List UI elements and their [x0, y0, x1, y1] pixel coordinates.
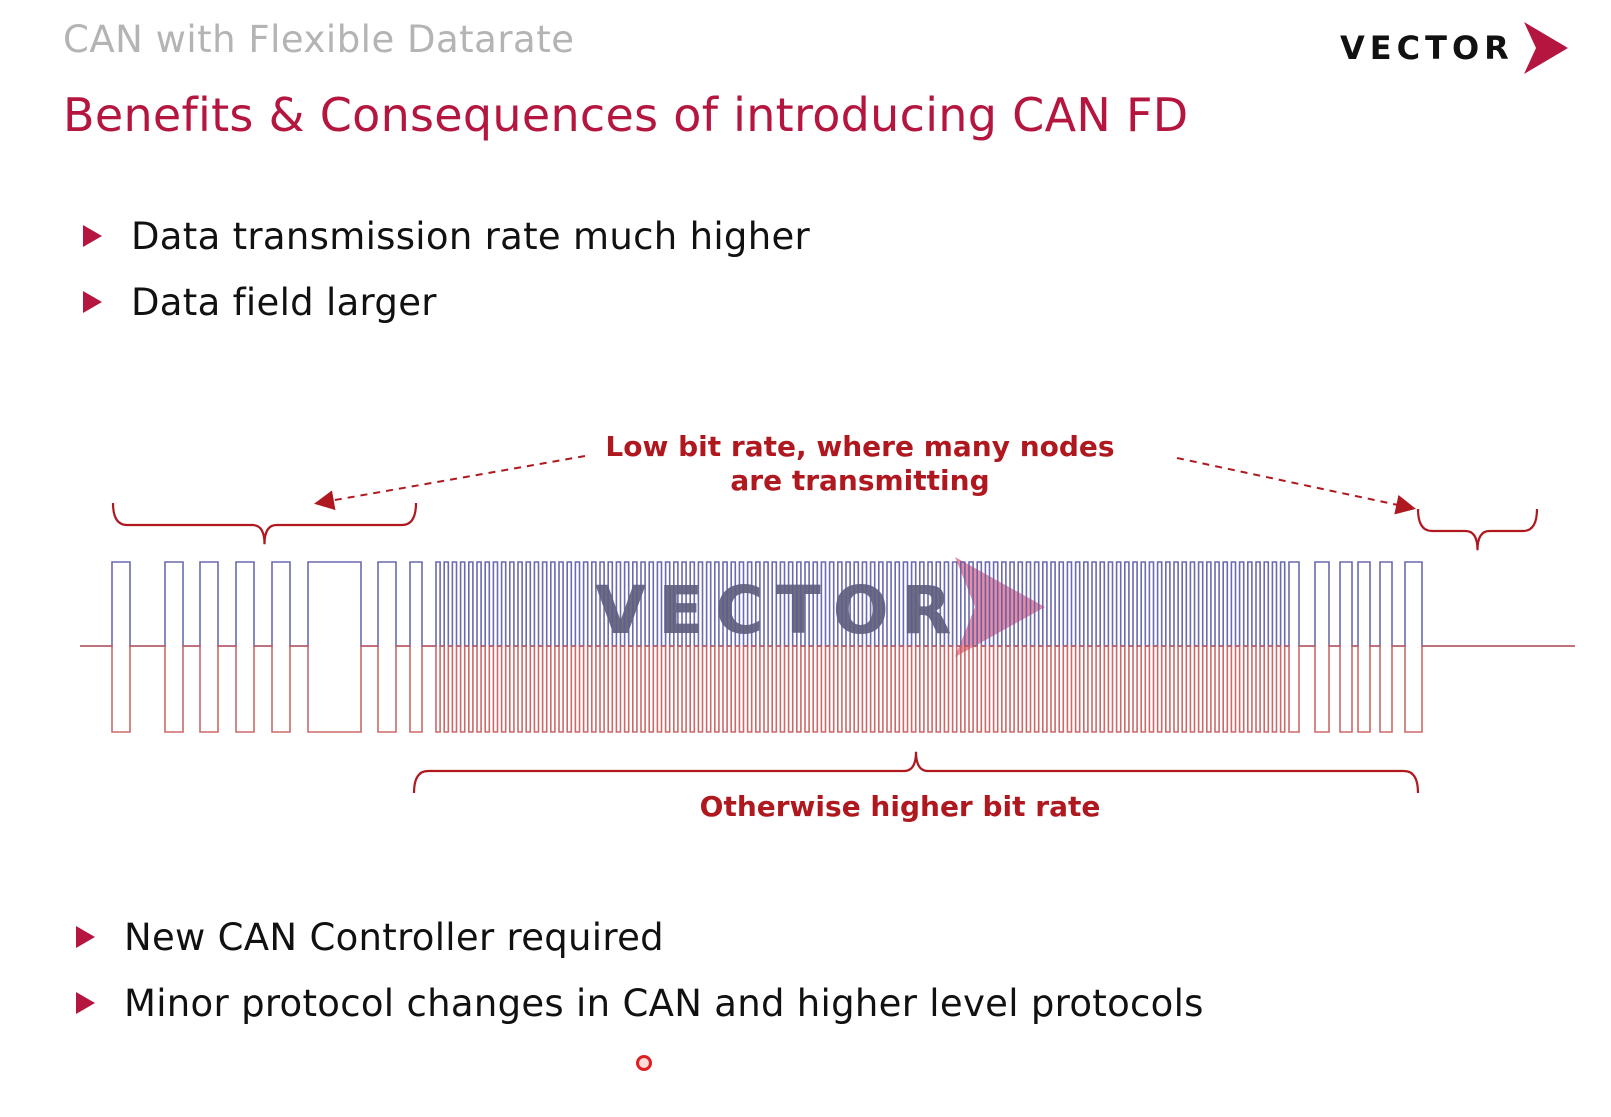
- logo-chevron-icon: [1523, 22, 1568, 74]
- bit-rate-braces: [111, 502, 1539, 794]
- logo-text: VECTOR: [1340, 29, 1514, 67]
- bullet-item: New CAN Controller required: [56, 904, 1204, 970]
- annotation-arrows: [314, 455, 1416, 515]
- bullet-arrow-icon: [76, 926, 95, 948]
- watermark-text: VECTOR: [595, 572, 964, 649]
- bullet-item: Data transmission rate much higher: [63, 203, 810, 269]
- slide-title: Benefits & Consequences of introducing C…: [63, 88, 1189, 142]
- can-signal-traces: [80, 561, 1575, 733]
- vector-logo: VECTOR: [1340, 20, 1570, 76]
- low-bit-rate-label: Low bit rate, where many nodes are trans…: [605, 430, 1115, 497]
- low-rate-brace-left: [111, 502, 418, 545]
- top-bullet-list: Data transmission rate much higher Data …: [63, 203, 810, 335]
- higher-bit-rate-label: Otherwise higher bit rate: [699, 790, 1101, 823]
- high-rate-brace: [412, 751, 1420, 794]
- pointer-cursor-icon: [636, 1055, 652, 1071]
- presentation-overline: CAN with Flexible Datarate: [63, 18, 575, 61]
- bullet-arrow-icon: [83, 291, 102, 313]
- low-rate-brace-right: [1416, 508, 1539, 551]
- arrow-to-left-brace: [314, 455, 586, 511]
- bullet-arrow-icon: [76, 992, 95, 1014]
- bottom-bullet-list: New CAN Controller required Minor protoc…: [56, 904, 1204, 1036]
- can-low-trace: [80, 645, 1575, 733]
- bullet-arrow-icon: [83, 225, 102, 247]
- arrow-to-right-brace: [1176, 457, 1416, 515]
- bullet-item: Minor protocol changes in CAN and higher…: [56, 970, 1204, 1036]
- bullet-item: Data field larger: [63, 269, 810, 335]
